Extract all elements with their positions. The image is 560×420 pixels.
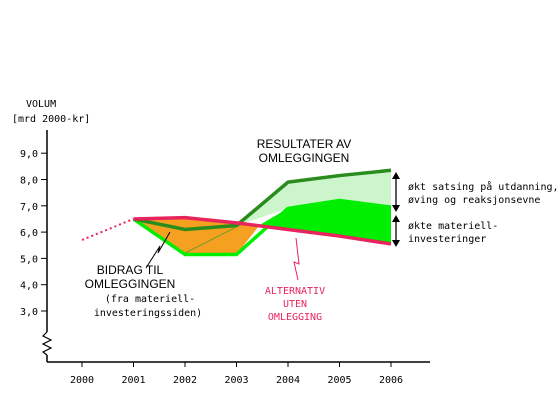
y-axis-label-unit: [mrd 2000-kr] <box>12 114 90 125</box>
okt-satsing-area <box>236 170 391 226</box>
okt-satsing-line2: øving og reaksjonsevne <box>408 195 540 206</box>
alternativ-label-line2: UTEN <box>283 299 307 310</box>
bidrag-label-line1: BIDRAG TIL <box>97 263 164 277</box>
resultater-label-line2: OMLEGGINGEN <box>259 151 350 165</box>
y-tick-label: 9,0 <box>20 149 38 160</box>
bidrag-sub-line2: investeringssiden) <box>94 308 202 319</box>
y-tick-label: 7,0 <box>20 202 38 213</box>
okte-materiell-line1: økte materiell- <box>408 221 498 232</box>
y-tick-label: 6,0 <box>20 228 38 239</box>
x-tick-label: 2000 <box>70 375 94 386</box>
y-axis-break <box>41 331 53 356</box>
bidrag-sub-line1: (fra materiell- <box>105 294 195 305</box>
okt-satsing-arrow-top <box>392 172 400 179</box>
y-ticks: 3,0 4,0 5,0 6,0 7,0 8,0 9,0 <box>20 149 47 318</box>
y-tick-label: 8,0 <box>20 176 38 187</box>
resultater-label-line1: RESULTATER AV <box>257 137 351 151</box>
okt-satsing-line1: økt satsing på utdanning, <box>408 180 559 193</box>
x-tick-label: 2003 <box>224 375 248 386</box>
bidrag-label-line2: OMLEGGINGEN <box>85 277 176 291</box>
x-tick-label: 2002 <box>173 375 197 386</box>
series-bright-green-line <box>132 198 392 257</box>
chart-areas <box>133 170 391 255</box>
chart-axes <box>41 130 430 363</box>
x-tick-label: 2005 <box>327 375 351 386</box>
okte-materiell-arrow-top <box>392 215 400 222</box>
okt-satsing-arrow-bottom <box>392 205 400 212</box>
x-tick-label: 2004 <box>276 375 300 386</box>
bidrag-pointer <box>145 231 171 269</box>
x-tick-label: 2001 <box>121 375 145 386</box>
y-tick-label: 3,0 <box>20 307 38 318</box>
okte-materiell-arrow-bottom <box>392 240 400 247</box>
x-tick-label: 2006 <box>379 375 403 386</box>
y-axis-label-volum: VOLUM <box>26 99 56 110</box>
chart-lines <box>81 168 392 257</box>
bidrag-inner-line <box>184 223 242 254</box>
alternativ-label-line3: OMLEGGING <box>268 312 322 323</box>
series-dotted-history <box>81 218 134 241</box>
x-ticks: 2000 2001 2002 2003 2004 2005 2006 <box>70 362 403 386</box>
series-alternativ-line <box>133 215 392 246</box>
okte-materiell-line2: investeringer <box>408 234 486 245</box>
y-tick-label: 5,0 <box>20 254 38 265</box>
series-dark-green-line <box>133 168 392 232</box>
okte-materiell-area <box>259 200 391 244</box>
alternativ-label-line1: ALTERNATIV <box>265 286 325 297</box>
y-tick-label: 4,0 <box>20 281 38 292</box>
annotations: RESULTATER AV OMLEGGINGEN BIDRAG TIL OML… <box>85 137 559 323</box>
alternativ-pointer <box>293 237 300 281</box>
